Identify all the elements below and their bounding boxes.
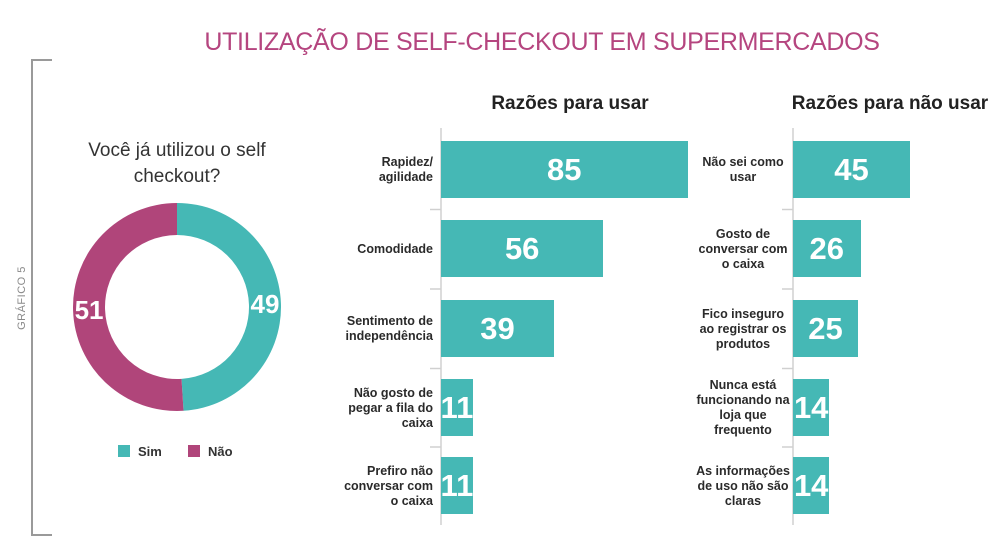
category-label: Fico inseguro ao registrar os produtos <box>699 306 787 351</box>
bar-value: 39 <box>480 311 515 346</box>
bar <box>441 220 604 277</box>
bar-value: 14 <box>793 468 829 503</box>
bar-value: 85 <box>547 152 582 187</box>
category-label: Nunca está funcionando na loja que frequ… <box>696 378 790 437</box>
donut-slice <box>177 203 281 411</box>
bar <box>441 300 555 357</box>
bar <box>793 141 910 198</box>
category-label: Não sei como usar <box>702 155 784 184</box>
bar <box>441 457 473 514</box>
slice-label: 49 <box>250 289 279 319</box>
legend-label: Sim <box>138 444 162 459</box>
bar <box>793 220 861 277</box>
donut-slice <box>72 203 184 411</box>
bar-value: 11 <box>440 390 474 425</box>
bracket <box>31 59 52 536</box>
legend-swatch <box>118 445 130 457</box>
bar <box>793 300 858 357</box>
panel-title: Razões para não usar <box>791 93 989 114</box>
category-label: Gosto de conversar com o caixa <box>698 226 788 271</box>
bar-value: 14 <box>793 390 829 425</box>
category-label: Rapidez/ agilidade <box>378 155 433 184</box>
bar-value: 26 <box>809 231 845 266</box>
category-label: Prefiro não conversar com o caixa <box>344 463 433 508</box>
bar-value: 45 <box>834 152 869 187</box>
slice-label: 51 <box>75 295 104 325</box>
category-label: As informações de uso não são claras <box>696 463 790 508</box>
question: Você já utilizou o self checkout? <box>88 140 266 187</box>
panel-title: Razões para usar <box>491 93 649 114</box>
bar <box>441 379 473 436</box>
legend-label: Não <box>208 444 233 459</box>
bar <box>793 379 830 436</box>
bar-value: 11 <box>440 468 474 503</box>
bar-value: 56 <box>504 231 540 266</box>
page-title: UTILIZAÇÃO DE SELF-CHECKOUT EM SUPERMERC… <box>204 28 880 56</box>
bar-value: 25 <box>808 311 843 346</box>
bar <box>793 457 830 514</box>
category-label: Comodidade <box>357 241 433 256</box>
bar <box>441 141 688 198</box>
category-label: Não gosto de pegar a fila do caixa <box>348 385 433 430</box>
category-label: Sentimento de independência <box>345 314 433 343</box>
legend-swatch <box>188 445 200 457</box>
